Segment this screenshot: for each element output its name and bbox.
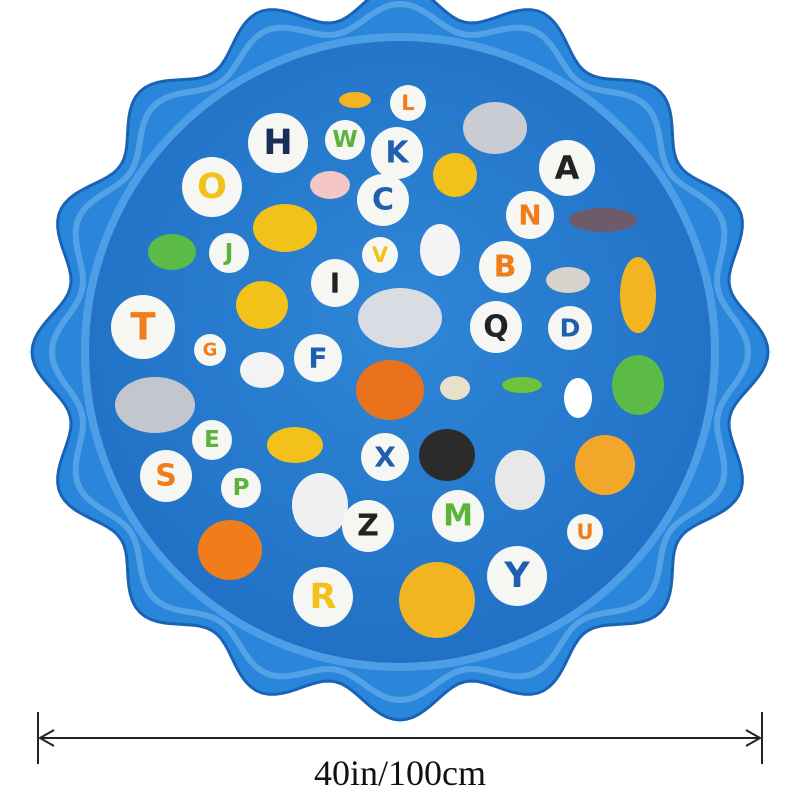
bat (569, 208, 637, 232)
ant (339, 92, 371, 108)
letter: S (155, 459, 177, 494)
letter-bubble (357, 174, 409, 226)
pig (310, 171, 350, 199)
letter-bubble (361, 433, 409, 481)
arrow-head (745, 729, 763, 747)
letter-bubble (293, 567, 353, 627)
bear (399, 562, 475, 638)
letter-bubble (311, 259, 359, 307)
letter: L (401, 91, 414, 115)
koala (463, 102, 527, 154)
letter: Z (357, 509, 379, 544)
letter-bubble (390, 85, 426, 121)
letter-bubble (548, 306, 592, 350)
letter: W (332, 127, 357, 153)
letter-bubble (479, 241, 531, 293)
letter: Y (503, 556, 530, 596)
letter: K (385, 136, 410, 171)
letter: X (374, 441, 396, 474)
pad-field (81, 33, 719, 671)
letter-bubble (487, 546, 547, 606)
letter: D (560, 314, 581, 343)
monkey (267, 427, 323, 463)
letter: V (372, 243, 389, 267)
seal (546, 267, 590, 293)
letter-bubble (209, 233, 249, 273)
elephant (358, 288, 442, 348)
letter: Q (483, 310, 509, 345)
fish (502, 377, 542, 393)
hippo (115, 377, 195, 433)
letter-bubble (342, 500, 394, 552)
duck (564, 378, 592, 418)
letter: I (330, 267, 340, 300)
cat (419, 429, 475, 481)
animals (115, 92, 664, 638)
letter: C (372, 183, 394, 218)
zebra (292, 473, 348, 537)
frog (148, 234, 196, 270)
tiger (198, 520, 262, 580)
letter: O (197, 167, 227, 207)
letter-bubble (539, 140, 595, 196)
dimension-line (37, 712, 763, 764)
donkey (495, 450, 545, 510)
rabbit (420, 224, 460, 276)
letter: U (576, 520, 593, 544)
letter-bubble (325, 120, 365, 160)
letter-bubble (140, 450, 192, 502)
giraffe (620, 257, 656, 333)
letter: B (494, 250, 517, 285)
letters: H W LK A O C N J V B I T Q D G F E X S P Z M U R Y (111, 85, 603, 627)
letter-bubble (567, 514, 603, 550)
yak (253, 204, 317, 252)
letter-bubble (362, 237, 398, 273)
ram (433, 153, 477, 197)
lion (356, 360, 424, 420)
frog-2 (612, 355, 664, 415)
letter: J (223, 240, 234, 266)
beaver (236, 281, 288, 329)
letter: M (443, 499, 473, 534)
letter: P (233, 475, 250, 501)
letter-bubble (294, 334, 342, 382)
arrow-head (37, 729, 55, 747)
letter-bubble (371, 127, 423, 179)
bird (440, 376, 470, 400)
letter-bubble (221, 468, 261, 508)
letter: R (310, 577, 337, 617)
dimension-label: 40in/100cm (314, 753, 486, 793)
rim-highlight (48, 0, 752, 704)
letter-bubble (194, 334, 226, 366)
letter: H (263, 123, 292, 163)
letter: F (308, 342, 327, 375)
letter-bubble (432, 490, 484, 542)
letter-bubble (111, 295, 175, 359)
letter: E (204, 427, 220, 453)
letter-bubble (470, 301, 522, 353)
letter: A (555, 149, 580, 187)
letter: T (130, 306, 156, 349)
letter-bubble (506, 191, 554, 239)
letter: G (203, 340, 218, 361)
letter-bubble (182, 157, 242, 217)
letter-bubble (192, 420, 232, 460)
cat-2 (575, 435, 635, 495)
letter-bubble (248, 113, 308, 173)
letter: N (518, 199, 541, 232)
jellyfish (240, 352, 284, 388)
